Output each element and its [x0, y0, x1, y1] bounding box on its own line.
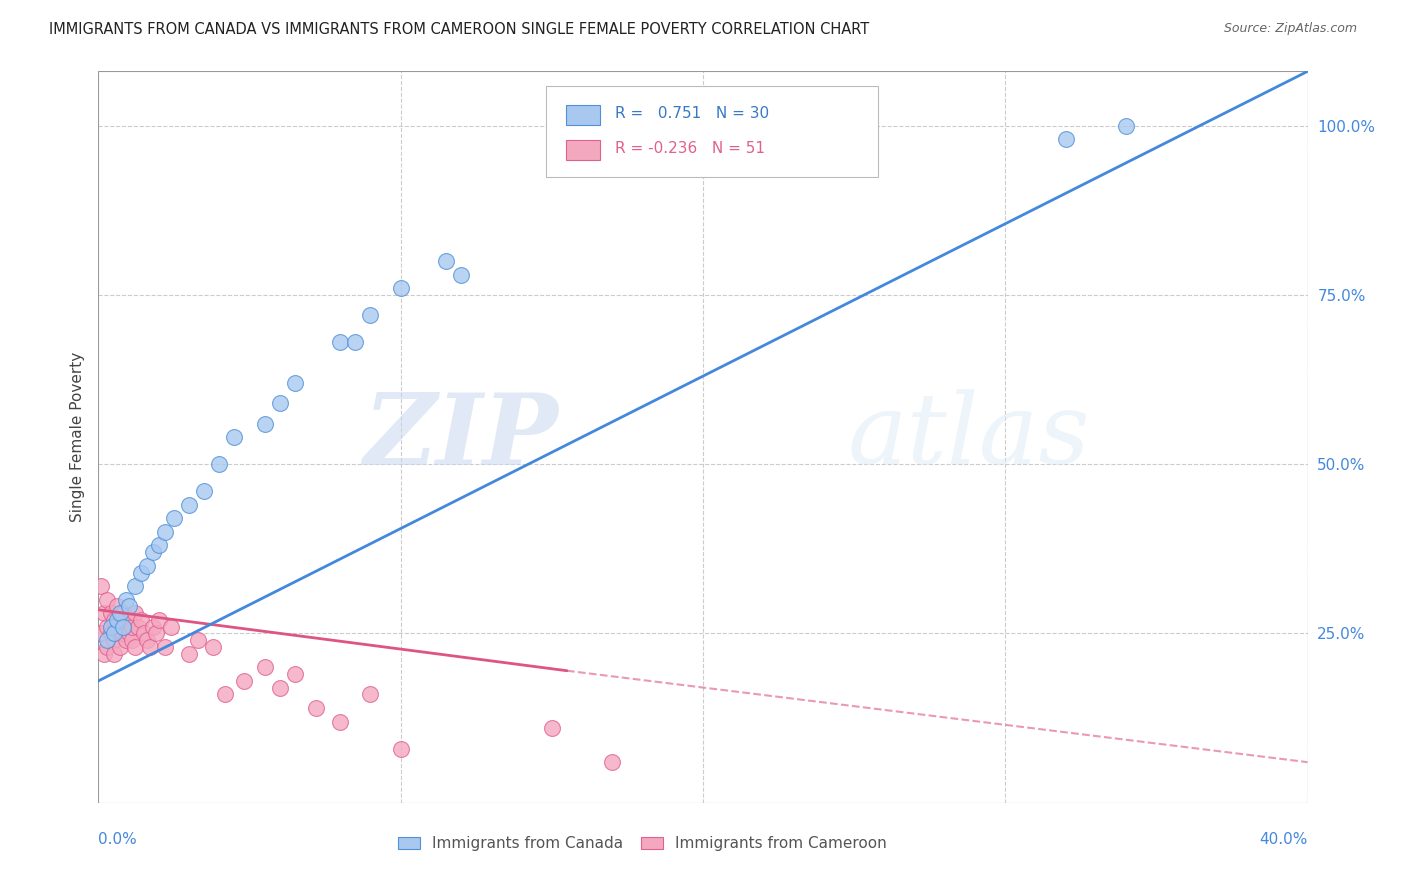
Point — [121, 633, 143, 648]
Point — [132, 626, 155, 640]
Point — [105, 599, 128, 614]
Point — [96, 633, 118, 648]
Point — [253, 417, 276, 431]
Point — [93, 647, 115, 661]
Point — [360, 688, 382, 702]
FancyBboxPatch shape — [546, 86, 879, 178]
Point — [114, 633, 136, 648]
Point — [214, 688, 236, 702]
Text: R = -0.236   N = 51: R = -0.236 N = 51 — [614, 142, 765, 156]
Point — [103, 633, 125, 648]
Point — [90, 626, 112, 640]
Point — [224, 430, 246, 444]
Point — [118, 613, 141, 627]
Point — [202, 640, 225, 654]
Point — [305, 701, 328, 715]
Point — [193, 484, 215, 499]
Point — [129, 566, 152, 580]
Point — [145, 626, 167, 640]
Point — [114, 620, 136, 634]
Point — [111, 626, 134, 640]
Text: ZIP: ZIP — [363, 389, 558, 485]
Point — [1054, 132, 1077, 146]
Point — [129, 613, 152, 627]
Point — [124, 640, 146, 654]
Point — [105, 620, 128, 634]
Point — [389, 741, 412, 756]
Point — [179, 647, 201, 661]
Point — [124, 579, 146, 593]
Point — [208, 457, 231, 471]
Point — [124, 606, 146, 620]
Point — [103, 647, 125, 661]
Point — [127, 620, 149, 634]
Bar — [567, 141, 600, 160]
Point — [148, 538, 170, 552]
Text: atlas: atlas — [848, 390, 1091, 484]
Point — [100, 606, 122, 620]
Legend: Immigrants from Canada, Immigrants from Cameroon: Immigrants from Canada, Immigrants from … — [392, 830, 893, 857]
Bar — [567, 105, 600, 125]
Point — [269, 681, 291, 695]
Point — [187, 633, 209, 648]
Point — [121, 620, 143, 634]
Point — [329, 714, 352, 729]
Point — [96, 640, 118, 654]
Point — [108, 613, 131, 627]
Point — [108, 640, 131, 654]
Point — [163, 511, 186, 525]
Point — [344, 335, 367, 350]
Text: R =   0.751   N = 30: R = 0.751 N = 30 — [614, 106, 769, 121]
Point — [118, 599, 141, 614]
Text: 40.0%: 40.0% — [1260, 832, 1308, 847]
Point — [284, 376, 307, 390]
Y-axis label: Single Female Poverty: Single Female Poverty — [69, 352, 84, 522]
Point — [450, 268, 472, 282]
Point — [284, 667, 307, 681]
Point — [253, 660, 276, 674]
Point — [105, 613, 128, 627]
Point — [142, 620, 165, 634]
Point — [103, 626, 125, 640]
Point — [118, 626, 141, 640]
Point — [93, 606, 115, 620]
Point — [389, 281, 412, 295]
Point — [329, 335, 352, 350]
Point — [96, 592, 118, 607]
Point — [540, 721, 562, 735]
Point — [103, 613, 125, 627]
Text: IMMIGRANTS FROM CANADA VS IMMIGRANTS FROM CAMEROON SINGLE FEMALE POVERTY CORRELA: IMMIGRANTS FROM CANADA VS IMMIGRANTS FRO… — [49, 22, 869, 37]
Point — [360, 308, 382, 322]
Point — [96, 620, 118, 634]
Point — [114, 592, 136, 607]
Point — [1115, 119, 1137, 133]
Point — [139, 640, 162, 654]
Point — [160, 620, 183, 634]
Point — [148, 613, 170, 627]
Point — [434, 254, 457, 268]
Point — [100, 626, 122, 640]
Point — [108, 626, 131, 640]
Point — [111, 620, 134, 634]
Text: Source: ZipAtlas.com: Source: ZipAtlas.com — [1223, 22, 1357, 36]
Text: 0.0%: 0.0% — [98, 832, 138, 847]
Point — [232, 673, 254, 688]
Point — [135, 633, 157, 648]
Point — [108, 606, 131, 620]
Point — [111, 606, 134, 620]
Point — [179, 498, 201, 512]
Point — [153, 524, 176, 539]
Point — [153, 640, 176, 654]
Point — [142, 545, 165, 559]
Point — [100, 620, 122, 634]
Point — [269, 396, 291, 410]
Point — [90, 579, 112, 593]
Point — [135, 558, 157, 573]
Point — [602, 755, 624, 769]
